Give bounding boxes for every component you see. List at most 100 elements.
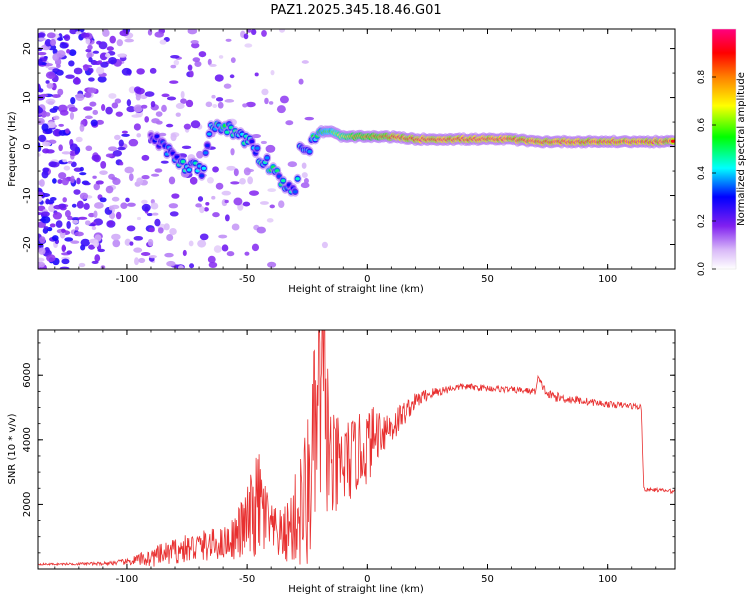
- spectrogram-noise-blob: [151, 118, 160, 124]
- spectrogram-noise-blob: [199, 233, 209, 241]
- spectrogram-noise-blob: [76, 200, 84, 209]
- spectrogram-noise-blob: [126, 225, 136, 232]
- spectrogram-noise-blob: [211, 94, 216, 99]
- spectrogram-noise-blob: [38, 37, 47, 41]
- spectrogram-noise-blob: [66, 220, 71, 229]
- spectrogram-noise-blob: [121, 130, 128, 134]
- spectrogram-noise-blob: [242, 103, 248, 108]
- spectrogram-noise-blob: [79, 172, 87, 176]
- spectrogram-noise-blob: [166, 233, 174, 241]
- spectrogram-noise-blob: [74, 226, 79, 231]
- spectrogram-noise-blob: [133, 104, 143, 113]
- spectrogram-noise-blob: [91, 154, 100, 162]
- colorbar: 0.0 0.2 0.4 0.6 0.8 Normalized spectral ampl…: [697, 28, 747, 276]
- colorbar-ticks: 0.0 0.2 0.4 0.6 0.8: [697, 70, 716, 276]
- spectrogram-ridge-core: [249, 139, 255, 144]
- spectrogram-noise-blob: [165, 123, 174, 128]
- spectrogram-noise-blob: [53, 115, 60, 120]
- spectrogram-noise-blob: [189, 176, 198, 185]
- spectrogram-noise-blob: [39, 236, 46, 244]
- spectrogram-noise-blob: [231, 223, 240, 231]
- spectrogram-noise-blob: [304, 116, 315, 121]
- x-tick-label: 0: [364, 574, 370, 585]
- spectrogram-noise-blob: [154, 168, 163, 173]
- spectrogram-noise-blob: [151, 212, 159, 216]
- spectrogram-noise-blob: [74, 231, 84, 237]
- y-tick-label: 4000: [22, 427, 33, 452]
- spectrogram-noise-blob: [279, 95, 289, 104]
- spectrogram-y-ticks: -20 -10 0 10 20: [22, 42, 675, 270]
- spectrogram-noise-blob: [140, 252, 151, 256]
- spectrogram-noise-blob: [116, 39, 123, 47]
- spectrogram-noise-blob: [41, 211, 50, 217]
- spectrogram-noise-blob: [79, 166, 84, 172]
- spectrogram-noise-blob: [72, 219, 79, 224]
- spectrogram-noise-blob: [52, 178, 57, 184]
- spectrogram-noise-blob: [300, 182, 310, 189]
- spectrogram-noise-blob: [226, 251, 235, 257]
- spectrogram-noise-blob: [92, 109, 99, 115]
- spectrogram-noise-blob: [101, 104, 106, 112]
- spectrogram-noise-blob: [192, 57, 201, 63]
- spectrogram-noise-blob: [92, 239, 100, 248]
- spectrogram-noise-blob: [150, 173, 160, 177]
- spectrogram-noise-blob: [146, 212, 153, 217]
- spectrogram-noise-blob: [247, 176, 254, 185]
- spectrogram-noise-blob: [160, 160, 169, 164]
- spectrogram-noise-blob: [141, 175, 150, 180]
- spectrogram-noise-blob: [245, 101, 256, 108]
- spectrogram-noise-blob: [79, 192, 89, 200]
- spectrogram-noise-blob: [301, 60, 309, 64]
- spectrogram-noise-blob: [107, 220, 114, 226]
- spectrogram-noise-blob: [144, 91, 155, 97]
- spectrogram-noise-blob: [207, 255, 216, 264]
- spectrogram-noise-blob: [118, 139, 124, 147]
- spectrogram-noise-blob: [89, 101, 97, 107]
- spectrogram-noise-blob: [187, 29, 198, 35]
- spectrogram-noise-blob: [243, 167, 251, 176]
- spectrogram-noise-blob: [38, 195, 43, 203]
- spectrogram-noise-blob: [61, 151, 71, 155]
- spectrogram-noise-blob: [182, 249, 187, 257]
- spectrogram-noise-blob: [61, 244, 66, 253]
- spectrogram-noise-blob: [38, 88, 44, 93]
- spectrogram-noise-blob: [128, 86, 137, 94]
- spectrogram-noise-blob: [205, 101, 213, 108]
- snr-plot-area: [38, 330, 675, 569]
- spectrogram-noise-blob: [133, 86, 142, 94]
- spectrogram-noise-blob: [124, 238, 131, 247]
- spectrogram-noise-blob: [175, 102, 185, 110]
- spectrogram-noise-blob: [301, 162, 307, 169]
- y-tick-label: 20: [22, 42, 33, 55]
- spectrogram-noise-blob: [51, 235, 59, 242]
- colorbar-tick-label: 0.4: [697, 166, 707, 181]
- spectrogram-noise-blob: [134, 257, 139, 266]
- y-tick-label: -10: [22, 187, 33, 203]
- spectrogram-noise-blob: [128, 173, 134, 182]
- y-tick-label: 10: [22, 91, 33, 104]
- spectrogram-noise-blob: [136, 68, 145, 75]
- spectrogram-noise-blob: [45, 198, 50, 205]
- snr-frame: [37, 329, 676, 570]
- spectrogram-noise-blob: [120, 202, 128, 209]
- spectrogram-noise-blob: [92, 175, 97, 179]
- spectrogram-noise-blob: [215, 97, 224, 102]
- spectrogram-noise-blob: [141, 199, 148, 205]
- spectrogram-ridge-core: [264, 156, 270, 160]
- spectrogram-noise-blob: [102, 29, 110, 37]
- spectrogram-noise-blob: [109, 35, 116, 44]
- spectrogram-noise-blob: [108, 205, 114, 211]
- spectrogram-noise-blob: [86, 52, 93, 59]
- spectrogram-noise-blob: [225, 38, 232, 42]
- spectrogram-noise-blob: [169, 227, 177, 236]
- x-tick-label: -50: [239, 574, 255, 585]
- spectrogram-noise-blob: [40, 215, 51, 224]
- spectrogram-noise-blob: [124, 38, 135, 43]
- spectrogram-noise-blob: [54, 128, 60, 137]
- spectrogram-noise-blob: [83, 202, 90, 210]
- spectrogram-noise-blob: [169, 211, 179, 217]
- spectrogram-noise-blob: [46, 82, 54, 89]
- snr-y-axis-label: SNR (10 * v/v): [7, 413, 18, 484]
- spectrogram-noise-blob: [126, 69, 132, 75]
- spectrogram-ridge-core: [207, 132, 212, 136]
